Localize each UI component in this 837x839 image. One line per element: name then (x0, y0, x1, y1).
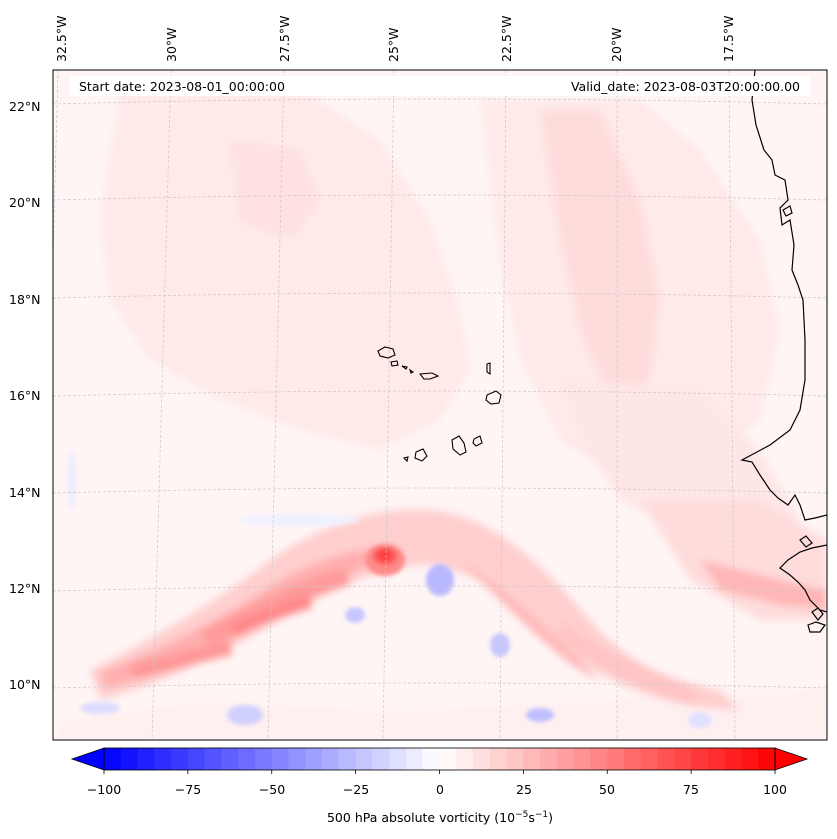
colorbar-segment (607, 748, 625, 770)
lat-label-20n: 20°N (9, 195, 41, 210)
colorbar-segment (271, 748, 290, 770)
lon-label-20w: 20°W (609, 27, 624, 62)
colorbar-segment (187, 748, 206, 770)
colorbar-segment (372, 748, 390, 770)
cape-verde-islands (377, 346, 502, 463)
start-date-label: Start date: 2023-08-01_00:00:00 (79, 79, 285, 94)
valid-date-label: Valid_date: 2023-08-03T20:00:00.00 (571, 79, 800, 94)
lat-label-12n: 12°N (9, 581, 41, 596)
colorbar-label: 500 hPa absolute vorticity (10−5s−1) (327, 810, 553, 825)
map-panel[interactable]: Start date: 2023-08-01_00:00:00 Valid_da… (40, 70, 827, 740)
colorbar-segment (171, 748, 189, 770)
colorbar-ticks: −100 −75 −50 −25 0 25 50 75 100 (87, 782, 787, 797)
lat-label-22n: 22°N (9, 99, 41, 114)
colorbar-segment (624, 748, 642, 770)
colorbar-min-extend (70, 747, 105, 771)
colorbar-tick-label: 75 (683, 782, 699, 797)
colorbar-segment (741, 748, 759, 770)
colorbar-segment (473, 748, 491, 770)
colorbar-tick-label: −50 (259, 782, 285, 797)
lat-label-18n: 18°N (9, 292, 41, 307)
date-label-box (70, 76, 810, 96)
colorbar-segment (674, 748, 692, 770)
colorbar-segment (154, 748, 172, 770)
colorbar-segment (556, 748, 575, 770)
colorbar-segment (422, 748, 440, 770)
colorbar-tick-label: −100 (87, 782, 121, 797)
colorbar-segment (657, 748, 675, 770)
gridlines (53, 70, 827, 740)
colorbar-segment (204, 748, 222, 770)
colorbar-segment (238, 748, 256, 770)
colorbar-tick-label: 50 (599, 782, 615, 797)
colorbar-tick-label: 0 (436, 782, 444, 797)
colorbar-segment (523, 748, 541, 770)
colorbar-segment (120, 748, 139, 770)
lon-label-25w: 25°W (386, 27, 401, 62)
colorbar-segment (590, 748, 608, 770)
colorbar-tick-label: 25 (516, 782, 532, 797)
lon-label-32-5w: 32.5°W (54, 16, 69, 62)
colorbar-segment (338, 748, 357, 770)
colorbar-segment (540, 748, 558, 770)
colorbar-segment (573, 748, 591, 770)
vorticity-field (53, 88, 827, 740)
map-frame (52, 69, 828, 741)
colorbar-segment (305, 748, 323, 770)
colorbar-segment (405, 748, 424, 770)
colorbar-segment (254, 748, 273, 770)
colorbar-segment (707, 748, 726, 770)
colorbar-tick-label: −25 (343, 782, 369, 797)
latitude-labels: 22°N 20°N 18°N 16°N 14°N 12°N 10°N (9, 99, 41, 692)
lat-label-16n: 16°N (9, 388, 41, 403)
colorbar-segment (355, 748, 373, 770)
lon-label-30w: 30°W (164, 27, 179, 62)
negative-vorticity (68, 450, 712, 728)
colorbar-segment (322, 748, 340, 770)
colorbar-segment (489, 748, 508, 770)
african-coastline (740, 70, 827, 633)
colorbar-segment (439, 748, 457, 770)
lon-label-22-5w: 22.5°W (499, 16, 514, 62)
longitude-labels: 32.5°W 30°W 27.5°W 25°W 22.5°W 20°W 17.5… (54, 16, 736, 62)
colorbar (70, 747, 809, 774)
colorbar-segment (506, 748, 524, 770)
colorbar-tick-label: 100 (763, 782, 787, 797)
colorbar-segment (724, 748, 742, 770)
lon-label-17-5w: 17.5°W (721, 16, 736, 62)
colorbar-segment (640, 748, 659, 770)
colorbar-max-extend (774, 747, 809, 771)
colorbar-tick-label: −75 (175, 782, 201, 797)
colorbar-segment (691, 748, 709, 770)
colorbar-segment (221, 748, 239, 770)
lat-label-14n: 14°N (9, 485, 41, 500)
vorticity-maximum (365, 544, 405, 576)
colorbar-segment (456, 748, 474, 770)
colorbar-segment (104, 748, 122, 770)
colorbar-segment (389, 748, 407, 770)
lat-label-10n: 10°N (9, 677, 41, 692)
lon-label-27-5w: 27.5°W (277, 16, 292, 62)
colorbar-segment (758, 748, 776, 770)
colorbar-segment (288, 748, 306, 770)
colorbar-segment (137, 748, 155, 770)
